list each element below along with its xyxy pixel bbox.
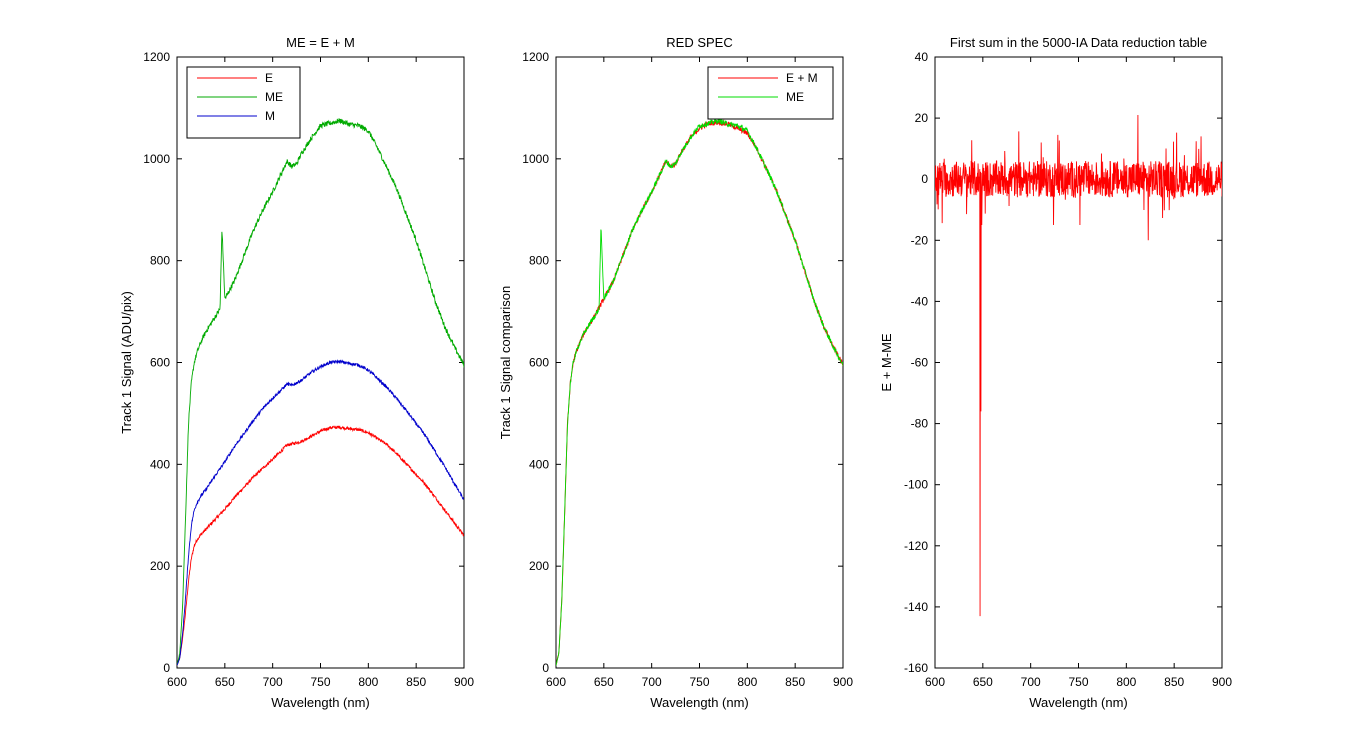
plot-area <box>177 118 464 666</box>
x-tick-label: 750 <box>310 675 330 689</box>
x-tick-label: 750 <box>1068 675 1088 689</box>
y-axis-label: E + M-ME <box>879 333 894 391</box>
x-tick-label: 750 <box>689 675 709 689</box>
chart-first-sum: 600 650 700 750 800 850 900 -160 -140 -120 -100 -80… <box>879 35 1232 710</box>
y-tick-label: -120 <box>904 539 928 553</box>
x-tick-label: 650 <box>215 675 235 689</box>
y-tick-label: -60 <box>911 356 929 370</box>
x-tick-label: 700 <box>1021 675 1041 689</box>
series-line-difference <box>935 115 1222 617</box>
y-tick-label: -100 <box>904 478 928 492</box>
legend-box <box>707 66 834 120</box>
plot-area <box>556 117 843 666</box>
x-tick-label: 900 <box>833 675 853 689</box>
x-tick-label: 600 <box>925 675 945 689</box>
legend-entry: E <box>265 71 273 85</box>
y-tick-label: -80 <box>911 417 929 431</box>
y-tick-label: 1200 <box>143 50 170 64</box>
x-tick-label: 900 <box>1212 675 1232 689</box>
y-tick-label: 20 <box>915 111 929 125</box>
x-tick-label: 850 <box>1164 675 1184 689</box>
y-axis-label: Track 1 Signal comparison <box>498 286 513 439</box>
x-tick-label: 800 <box>737 675 757 689</box>
x-tick-label: 800 <box>358 675 378 689</box>
y-tick-label: 1200 <box>522 50 549 64</box>
legend: E ME M <box>186 66 301 139</box>
x-tick-label: 800 <box>1116 675 1136 689</box>
x-tick-label: 650 <box>594 675 614 689</box>
series-line-e <box>177 425 464 666</box>
chart-title: ME = E + M <box>286 35 355 50</box>
x-tick-label: 850 <box>406 675 426 689</box>
y-tick-label: 0 <box>163 661 170 675</box>
y-tick-label: 600 <box>150 356 170 370</box>
series-line-m <box>177 359 464 666</box>
y-tick-label: 1000 <box>143 152 170 166</box>
legend-entry: M <box>265 109 275 123</box>
x-axis-label: Wavelength (nm) <box>650 695 749 710</box>
plot-area <box>935 115 1222 617</box>
legend-entry: E + M <box>786 71 818 85</box>
legend-entry: ME <box>265 90 283 104</box>
y-tick-label: 1000 <box>522 152 549 166</box>
x-tick-label: 900 <box>454 675 474 689</box>
series-line-me <box>556 117 843 666</box>
x-tick-label: 600 <box>546 675 566 689</box>
y-tick-label: -160 <box>904 661 928 675</box>
x-tick-label: 600 <box>167 675 187 689</box>
y-tick-label: 400 <box>529 457 549 471</box>
x-axis-label: Wavelength (nm) <box>1029 695 1128 710</box>
y-tick-label: -140 <box>904 600 928 614</box>
axes-box <box>555 56 844 669</box>
y-tick-label: 400 <box>150 457 170 471</box>
y-axis-label: Track 1 Signal (ADU/pix) <box>119 291 134 434</box>
legend: E + M ME <box>707 66 834 120</box>
y-tick-label: 800 <box>529 254 549 268</box>
y-tick-label: 40 <box>915 50 929 64</box>
y-tick-label: 0 <box>921 172 928 186</box>
legend-box <box>186 66 301 139</box>
x-tick-label: 850 <box>785 675 805 689</box>
y-tick-label: 0 <box>542 661 549 675</box>
y-tick-label: -20 <box>911 233 929 247</box>
chart-red-spec: 600 650 700 750 800 850 900 0 200 400 600 800 1000 12… <box>498 35 853 710</box>
chart-title: RED SPEC <box>666 35 732 50</box>
axes-box <box>934 56 1223 669</box>
y-tick-label: -40 <box>911 294 929 308</box>
chart-title: First sum in the 5000-IA Data reduction … <box>950 35 1207 50</box>
axes-box <box>176 56 465 669</box>
x-tick-label: 700 <box>642 675 662 689</box>
y-tick-label: 200 <box>150 559 170 573</box>
y-tick-label: 800 <box>150 254 170 268</box>
x-tick-label: 650 <box>973 675 993 689</box>
chart-me-sum: 600 650 700 750 800 850 900 0 200 400 600 800 1000 12… <box>119 35 474 710</box>
series-line-me <box>177 118 464 666</box>
x-axis-label: Wavelength (nm) <box>271 695 370 710</box>
y-tick-label: 600 <box>529 356 549 370</box>
y-tick-label: 200 <box>529 559 549 573</box>
x-tick-label: 700 <box>263 675 283 689</box>
legend-entry: ME <box>786 90 804 104</box>
